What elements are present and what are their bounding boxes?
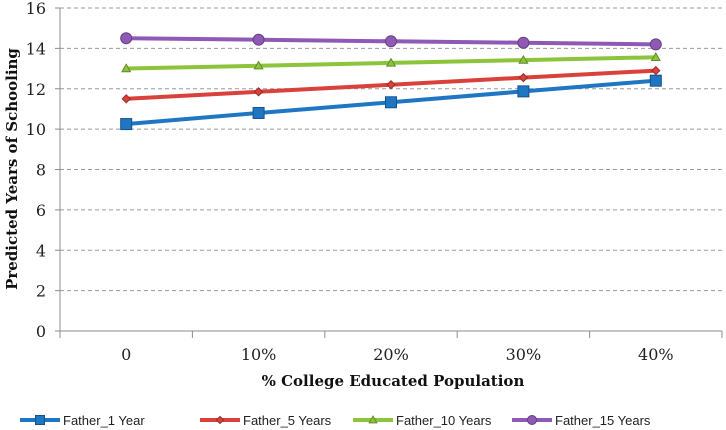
- y-tick-label: 16: [26, 0, 46, 18]
- marker-square: [120, 118, 133, 131]
- marker-square: [252, 106, 265, 119]
- legend-label: Father_1 Year: [63, 413, 145, 428]
- legend-item: Father_1 Year: [20, 413, 145, 428]
- marker-circle: [385, 35, 397, 48]
- x-tick-label: 20%: [373, 345, 409, 364]
- marker-triangle: [385, 57, 397, 67]
- legend-item: Father_15 Years: [512, 413, 651, 428]
- x-tick-labels: 0 10% 20% 30% 40%: [121, 345, 673, 364]
- y-tick-label: 2: [36, 282, 46, 301]
- y-tick-labels: 0 2 4 6 8 10 12 14 16: [26, 0, 46, 341]
- axes: [55, 7, 723, 338]
- marker-diamond: [215, 415, 225, 425]
- marker-triangle: [253, 60, 264, 70]
- marker-square: [517, 85, 530, 98]
- marker-square: [385, 96, 397, 109]
- marker-square: [35, 415, 45, 425]
- marker-triangle: [368, 415, 378, 424]
- legend-item: Father_10 Years: [353, 413, 492, 428]
- x-tick-label: 40%: [638, 345, 674, 364]
- y-tick-label: 8: [36, 161, 46, 180]
- marker-circle: [252, 33, 265, 46]
- marker-circle: [649, 38, 662, 51]
- marker-circle: [120, 32, 133, 45]
- marker-diamond: [253, 87, 264, 97]
- marker-circle: [527, 415, 537, 425]
- gridlines: [60, 7, 722, 292]
- y-tick-label: 12: [26, 80, 46, 99]
- y-tick-label: 0: [36, 322, 46, 341]
- x-axis-label: % College Educated Population: [262, 372, 525, 390]
- series-markers: [120, 32, 662, 131]
- marker-triangle: [518, 54, 529, 64]
- marker-triangle: [650, 51, 661, 61]
- legend-label: Father_15 Years: [555, 413, 651, 428]
- marker-diamond: [518, 72, 529, 83]
- y-axis-label: Predicted Years of Schooling: [3, 48, 21, 290]
- legend-label: Father_5 Years: [243, 413, 332, 428]
- legend-label: Father_10 Years: [396, 413, 492, 428]
- marker-diamond: [121, 94, 131, 104]
- marker-circle: [517, 36, 530, 49]
- legend: Father_1 Year Father_5 Years Father_10 Yea…: [20, 413, 651, 428]
- x-tick-label: 30%: [506, 345, 542, 364]
- marker-diamond: [386, 80, 396, 90]
- marker-square: [649, 74, 662, 87]
- y-tick-label: 14: [26, 39, 46, 58]
- y-tick-label: 4: [36, 241, 46, 260]
- x-tick-label: 10%: [241, 345, 277, 364]
- legend-item: Father_5 Years: [200, 413, 332, 428]
- marker-diamond: [651, 65, 661, 76]
- y-tick-label: 6: [36, 201, 46, 220]
- marker-triangle: [121, 63, 132, 73]
- y-tick-label: 10: [26, 120, 46, 139]
- x-tick-label: 0: [121, 345, 131, 364]
